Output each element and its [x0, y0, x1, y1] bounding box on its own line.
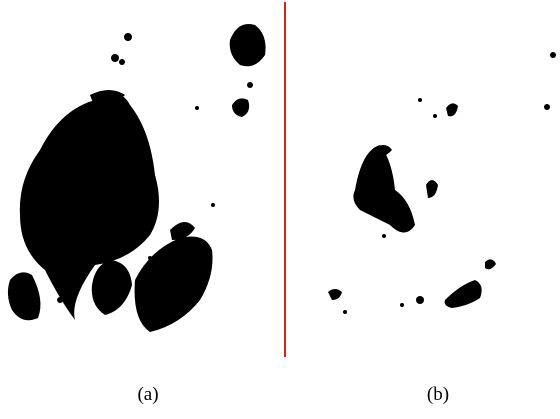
- panel-label: (b): [427, 384, 449, 405]
- panel-label: (a): [137, 384, 158, 405]
- mask-a: [8, 24, 266, 332]
- mask-b: [328, 52, 556, 314]
- figure: (a) (b): [0, 0, 560, 419]
